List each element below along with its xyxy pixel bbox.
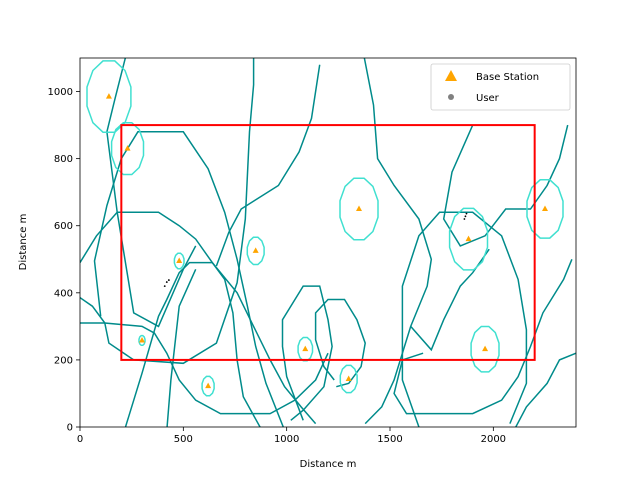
small-coverage-boundary (173, 252, 185, 270)
base-station-marker (105, 93, 112, 99)
y-axis-title: Distance m (18, 214, 29, 271)
small-coverage-boundary (526, 179, 564, 239)
legend-base-station-label: Base Station (476, 72, 539, 83)
base-station-marker (482, 345, 489, 352)
base-station-marker (176, 257, 183, 263)
legend-user-marker (448, 94, 454, 100)
base-station-marker (356, 205, 362, 211)
x-tick-label: 1500 (377, 434, 402, 445)
base-station-marker (252, 247, 259, 253)
x-axis: 0 500 1000 1500 2000 (77, 427, 506, 445)
base-station-marker (345, 375, 352, 382)
plot-frame (79, 57, 577, 428)
small-coverage-boundary (246, 236, 265, 266)
large-coverage-boundary (393, 259, 573, 415)
user-marker (163, 285, 166, 288)
user-marker (464, 215, 467, 218)
large-coverage-boundary (106, 58, 197, 328)
x-tick-label: 1000 (274, 434, 299, 445)
large-coverage-boundary (93, 131, 285, 427)
small-coverage-boundary (201, 375, 215, 397)
y-tick-label: 400 (54, 288, 73, 299)
small-coverage-boundary (470, 325, 500, 373)
y-tick-label: 1000 (48, 87, 73, 98)
x-tick-label: 500 (174, 434, 193, 445)
large-coverage-boundary (281, 285, 333, 421)
legend-base-station-marker (445, 70, 457, 81)
large-coverage-boundary (314, 298, 366, 388)
base-station-layer (105, 93, 548, 389)
base-station-marker (302, 345, 309, 352)
small-coverage-boundary (339, 364, 358, 394)
y-tick-label: 800 (54, 154, 73, 165)
base-station-marker (139, 336, 145, 343)
x-tick-label: 0 (77, 434, 83, 445)
user-layer (163, 212, 468, 288)
base-station-marker (542, 205, 548, 211)
small-coverage-boundary (138, 334, 146, 347)
x-axis-title: Distance m (300, 459, 357, 470)
small-coverage-boundary (110, 121, 145, 176)
large-coverage-boundary (215, 64, 321, 267)
large-coverage-boundary (80, 211, 261, 427)
y-tick-label: 200 (54, 355, 73, 366)
large-coverage-boundary (442, 124, 569, 247)
user-marker (463, 218, 466, 220)
large-coverage-boundary (514, 352, 576, 427)
base-station-marker (465, 235, 472, 242)
user-marker (465, 212, 468, 215)
y-axis: 0 200 400 600 800 1000 (48, 87, 80, 434)
user-marker (165, 281, 168, 283)
legend-box (430, 63, 571, 111)
large-coverage-layer (80, 58, 576, 427)
small-coverage-layer (86, 60, 564, 397)
region-layer (120, 124, 536, 361)
large-coverage-boundary (401, 211, 528, 427)
x-tick-label: 2000 (481, 434, 506, 445)
user-marker (167, 279, 170, 281)
small-coverage-boundary (339, 177, 379, 241)
y-tick-label: 0 (67, 423, 73, 434)
large-coverage-boundary (80, 58, 255, 365)
legend-user-label: User (476, 93, 500, 104)
small-coverage-boundary (448, 207, 489, 271)
legend: Base Station User (430, 63, 571, 111)
base-station-marker (205, 382, 212, 389)
base-station-marker (124, 145, 131, 151)
y-tick-label: 600 (54, 221, 73, 232)
service-region (120, 124, 536, 361)
large-coverage-boundary (363, 58, 433, 425)
large-coverage-boundary (166, 268, 197, 427)
large-coverage-boundary (124, 261, 317, 427)
